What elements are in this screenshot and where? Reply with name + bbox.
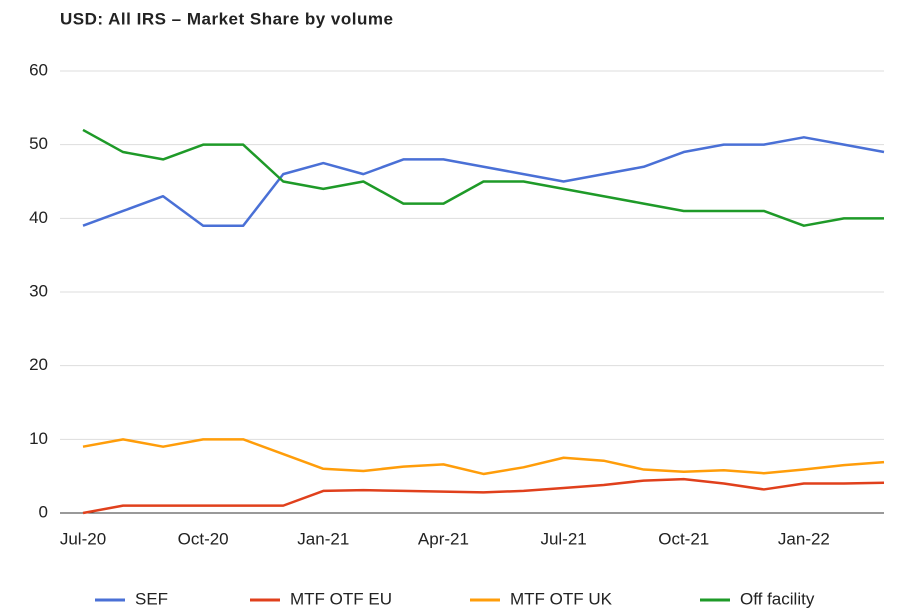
y-tick-label: 60 xyxy=(29,60,48,79)
y-tick-label: 50 xyxy=(29,134,48,153)
y-tick-label: 10 xyxy=(29,429,48,448)
series-line xyxy=(82,477,885,515)
x-tick-label: Oct-21 xyxy=(658,529,709,548)
y-tick-label: 40 xyxy=(29,208,48,227)
y-tick-label: 0 xyxy=(39,502,48,521)
legend-label: MTF OTF UK xyxy=(510,589,613,608)
y-tick-label: 20 xyxy=(29,355,48,374)
legend-label: MTF OTF EU xyxy=(290,589,392,608)
legend-label: Off facility xyxy=(740,589,815,608)
x-tick-label: Jan-22 xyxy=(778,529,830,548)
series-line xyxy=(82,136,885,227)
series-line xyxy=(82,128,884,227)
x-tick-label: Oct-20 xyxy=(178,529,229,548)
x-tick-label: Apr-21 xyxy=(418,529,469,548)
y-tick-label: 30 xyxy=(29,281,48,300)
x-tick-label: Jul-21 xyxy=(540,529,586,548)
chart-title: USD: All IRS – Market Share by volume xyxy=(60,9,393,28)
x-tick-label: Jul-20 xyxy=(60,529,106,548)
x-tick-label: Jan-21 xyxy=(297,529,349,548)
legend-label: SEF xyxy=(135,589,168,608)
series-line xyxy=(82,438,885,476)
